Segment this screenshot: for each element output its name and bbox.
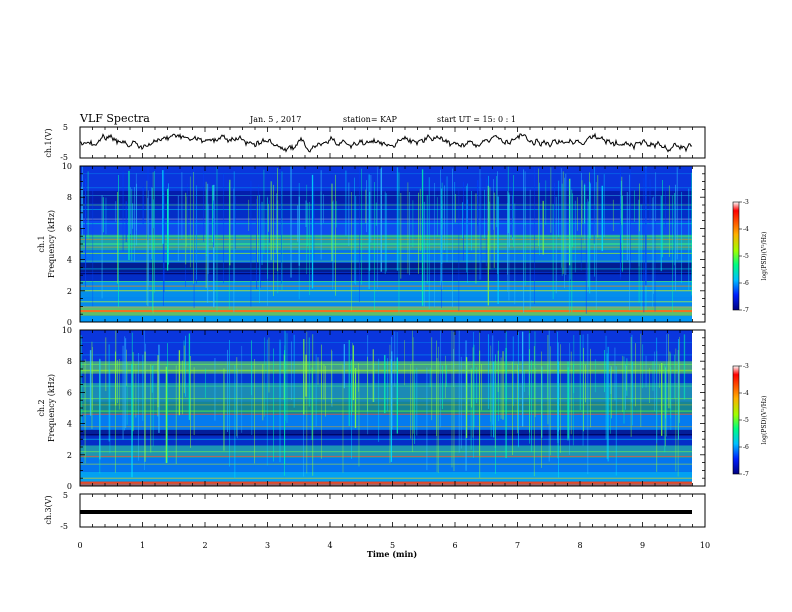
- x-tick-label: 10: [700, 541, 710, 550]
- spectral-region: [80, 481, 692, 486]
- x-tick-label: 5: [390, 541, 395, 550]
- spectral-region: [80, 457, 692, 472]
- x-tick-label: 7: [515, 541, 520, 550]
- colorbar-ch2: -3 -4 -5 -6 -7: [732, 363, 749, 478]
- y-tick-label: 8: [67, 193, 72, 202]
- x-tick-label: 6: [452, 541, 457, 550]
- ch1-spec-channel-label: ch.1: [37, 235, 46, 252]
- spectral-region: [80, 281, 692, 298]
- colorbar-tick-label: -6: [743, 280, 749, 287]
- waveform-ch1-panel: 5 -5 ch.1(V): [44, 123, 706, 162]
- spectral-region: [80, 373, 692, 384]
- y-tick-label: 8: [67, 357, 72, 366]
- colorbar-tick-label: -6: [743, 444, 749, 451]
- spectrogram-ch1-ticks: [79, 165, 706, 323]
- y-tick-label: 0: [67, 318, 72, 327]
- spectral-region: [80, 471, 692, 482]
- x-tick-label: 9: [640, 541, 645, 550]
- colorbar-tick-label: -3: [743, 199, 749, 206]
- ch2-spec-ylabel: Frequency (kHz): [47, 374, 56, 442]
- waveform-ch3-ticks: [79, 494, 706, 527]
- x-tick-label: 8: [577, 541, 582, 550]
- ch3-ytick-top: 5: [63, 491, 68, 500]
- y-tick-label: 10: [62, 326, 72, 335]
- spectral-region: [80, 272, 692, 282]
- colorbar-ch1: -3 -4 -5 -6 -7: [732, 199, 749, 314]
- spectrogram-ch2-bands: [80, 330, 692, 486]
- ch3-ylabel: ch.3(V): [44, 495, 53, 524]
- y-tick-label: 6: [67, 388, 72, 397]
- x-tick-label: 2: [202, 541, 207, 550]
- y-tick-label: 10: [62, 162, 72, 171]
- y-tick-label: 0: [67, 482, 72, 491]
- ch1-ytick-bottom: -5: [60, 153, 68, 162]
- spectral-region: [80, 166, 692, 191]
- colorbar-gradient: [732, 201, 740, 311]
- x-tick-label: 1: [140, 541, 145, 550]
- x-tick-label: 3: [265, 541, 270, 550]
- y-tick-label: 4: [67, 420, 72, 429]
- spectral-region: [80, 297, 692, 308]
- colorbar-tick-label: -7: [743, 471, 749, 478]
- waveform-ch3-panel: 5 -5 ch.3(V): [44, 491, 706, 531]
- spectrogram-ch1-spikes: [81, 166, 692, 314]
- colorbar-tick-label: -5: [743, 417, 749, 424]
- colorbar-tick-label: -4: [743, 226, 749, 233]
- spectral-region: [80, 315, 692, 322]
- spectral-region: [80, 330, 692, 362]
- y-tick-label: 6: [67, 224, 72, 233]
- waveform-ch1-line: [79, 132, 693, 153]
- spectral-region: [80, 401, 692, 415]
- colorbar-ch2-label: log(PSD)(V²/Hz): [761, 396, 768, 445]
- date-label: Jan. 5 , 2017: [249, 115, 301, 124]
- y-tick-label: 2: [67, 451, 72, 460]
- station-label: station= KAP: [343, 115, 398, 124]
- colorbar-ch1-label: log(PSD)(V²/Hz): [761, 232, 768, 281]
- colorbar-gradient: [732, 365, 740, 475]
- y-tick-label: 2: [67, 287, 72, 296]
- colorbar-tick-label: -7: [743, 307, 749, 314]
- spectrogram-ch2-ticks: [79, 329, 706, 487]
- ch1-ylabel: ch.1(V): [44, 128, 53, 157]
- x-tick-label: 0: [77, 541, 82, 550]
- x-tick-label: 4: [327, 541, 332, 550]
- spectral-region: [80, 361, 692, 374]
- figure-title: VLF Spectra: [79, 112, 150, 125]
- spectrogram-ch2-spikes: [80, 330, 686, 479]
- colorbar-tick-label: -5: [743, 253, 749, 260]
- colorbar-tick-label: -4: [743, 390, 749, 397]
- waveform-ch1-ticks: [79, 127, 706, 158]
- ch3-ytick-bottom: -5: [60, 522, 68, 531]
- ch1-spec-ylabel: Frequency (kHz): [47, 210, 56, 278]
- spectrogram-ch2-ytick-labels: 0 2 4 6 8 10: [62, 326, 72, 491]
- waveform-ch1-frame: [79, 126, 706, 159]
- spectral-region: [80, 436, 692, 446]
- spectrogram-ch1-ytick-labels: 0 2 4 6 8 10: [62, 162, 72, 327]
- x-axis-label: Time (min): [367, 549, 417, 559]
- y-tick-label: 4: [67, 256, 72, 265]
- colorbar-tick-label: -3: [743, 363, 749, 370]
- x-tick-labels: 0 1 2 3 4 5 6 7 8 9 10: [77, 541, 710, 550]
- spectral-region: [80, 429, 692, 437]
- ch1-ytick-top: 5: [63, 123, 68, 132]
- start-time-label: start UT = 15: 0 : 1: [437, 115, 516, 124]
- spectral-region: [80, 414, 692, 430]
- ch2-spec-channel-label: ch.2: [37, 399, 46, 416]
- spectral-region: [80, 383, 692, 402]
